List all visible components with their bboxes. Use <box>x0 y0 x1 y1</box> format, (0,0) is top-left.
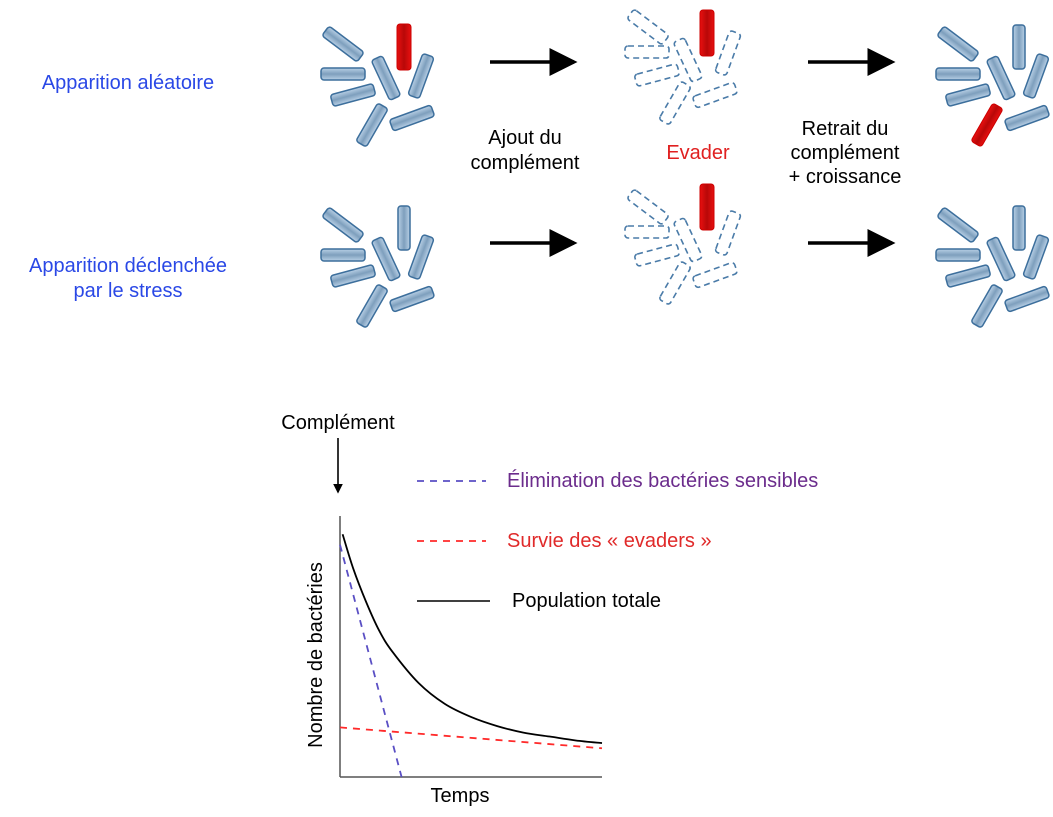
bacterium <box>937 207 979 243</box>
step2-label-line3: + croissance <box>789 166 902 188</box>
bacterium <box>389 104 435 132</box>
x-axis-label: Temps <box>431 785 490 807</box>
chart-series <box>339 534 603 778</box>
bacterium <box>330 264 376 288</box>
bacteria-cluster <box>935 205 1050 328</box>
evader-bacterium <box>971 103 1003 147</box>
bacterium <box>945 264 991 288</box>
lysed-bacterium <box>624 45 670 59</box>
bacterium <box>371 55 401 101</box>
step1-label-line2: complément <box>471 152 580 174</box>
legend-label-total: Population totale <box>512 590 661 612</box>
step1-label-line1: Ajout du <box>488 127 561 149</box>
step2-label-line1: Retrait du <box>802 118 889 140</box>
lysed-bacterium <box>673 217 703 263</box>
bacterium <box>1022 234 1050 280</box>
lysed-bacterium <box>659 81 691 125</box>
bacterium <box>320 248 366 262</box>
bacterium <box>986 236 1016 282</box>
bacterium <box>322 207 364 243</box>
bacterium <box>937 26 979 62</box>
lysed-bacterium <box>692 81 738 109</box>
step2-label-line2: complément <box>791 142 900 164</box>
lysed-bacterium <box>659 261 691 305</box>
legend-label-elimination: Élimination des bactéries sensibles <box>507 469 818 492</box>
bacterium <box>1022 53 1050 99</box>
bacterium <box>356 284 388 328</box>
bacterium <box>389 285 435 313</box>
bacteria-cluster <box>624 183 742 305</box>
bacterium <box>330 83 376 107</box>
lysed-bacterium <box>627 189 669 225</box>
bacterium <box>935 67 981 81</box>
bacteria-cluster <box>935 24 1050 147</box>
bacterium <box>1004 104 1050 132</box>
lysed-bacterium <box>627 9 669 45</box>
bacteria-cluster <box>320 23 435 147</box>
row1-label: Apparition aléatoire <box>42 72 214 94</box>
evader-bacterium <box>699 9 715 57</box>
bacterium <box>320 67 366 81</box>
bacterium <box>322 26 364 62</box>
legend-label-evaders: Survie des « evaders » <box>507 530 712 552</box>
lysed-bacterium <box>673 37 703 83</box>
bacteria-clusters <box>320 9 1050 328</box>
y-axis-label: Nombre de bactéries <box>305 562 327 748</box>
bacterium <box>1012 24 1026 70</box>
evader-label: Evader <box>666 142 730 164</box>
series-evaders <box>339 726 603 750</box>
complement-marker-label: Complément <box>281 412 395 434</box>
bacterium <box>986 55 1016 101</box>
lysed-bacterium <box>634 243 680 267</box>
lysed-bacterium <box>692 261 738 289</box>
evader-bacterium <box>396 23 412 71</box>
bacterium <box>356 103 388 147</box>
bacterium <box>935 248 981 262</box>
lysed-bacterium <box>634 63 680 87</box>
bacterium <box>1004 285 1050 313</box>
lysed-bacterium <box>624 225 670 239</box>
bacteria-cluster <box>624 9 742 125</box>
evader-bacterium <box>699 183 715 231</box>
bacterium <box>1012 205 1026 251</box>
bacterium <box>371 236 401 282</box>
bacterium <box>407 53 435 99</box>
series-total <box>341 534 603 744</box>
bacteria-cluster <box>320 205 435 328</box>
bacterium <box>407 234 435 280</box>
bacterium <box>971 284 1003 328</box>
row2-label-line2: par le stress <box>74 280 183 302</box>
lysed-bacterium <box>714 30 742 76</box>
row2-label-line1: Apparition déclenchée <box>29 255 227 277</box>
series-elimination <box>339 544 403 778</box>
bacterium <box>945 83 991 107</box>
lysed-bacterium <box>714 210 742 256</box>
bacterium <box>397 205 411 251</box>
